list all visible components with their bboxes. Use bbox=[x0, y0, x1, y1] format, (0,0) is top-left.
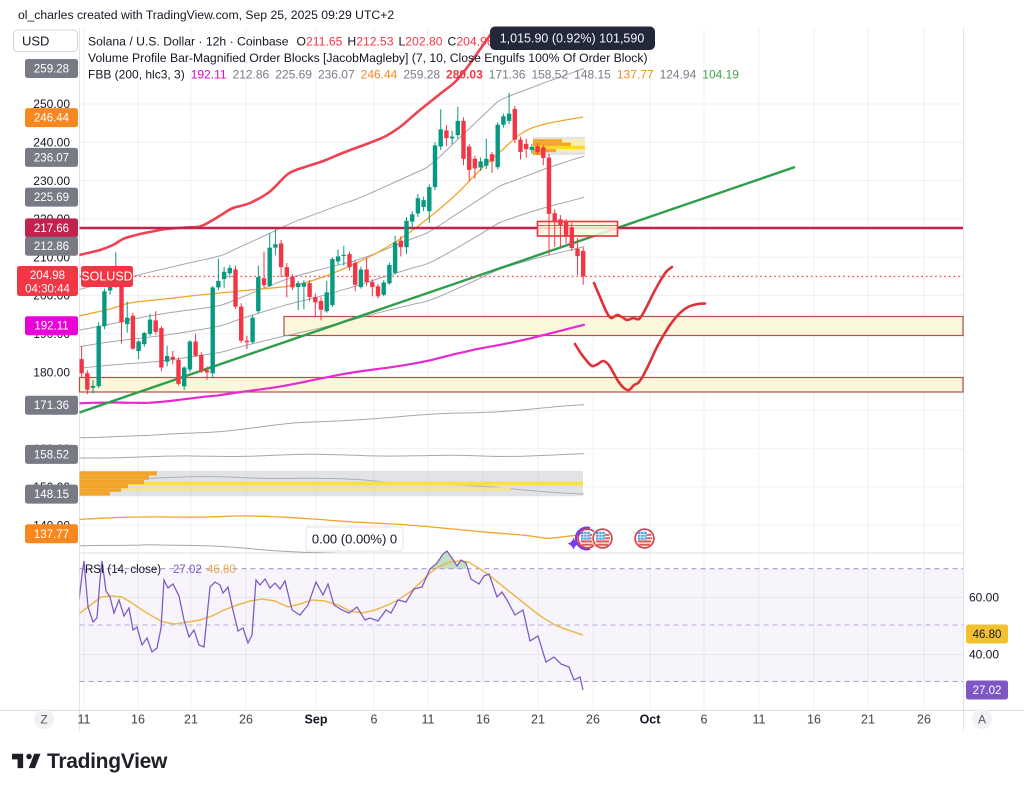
svg-text:0.00 (0.00%) 0: 0.00 (0.00%) 0 bbox=[312, 532, 397, 547]
svg-text:04:30:44: 04:30:44 bbox=[25, 284, 70, 296]
svg-text:225.69: 225.69 bbox=[34, 192, 69, 204]
svg-text:212.86: 212.86 bbox=[34, 241, 69, 253]
svg-text:240.00: 240.00 bbox=[33, 136, 70, 150]
svg-text:46.80: 46.80 bbox=[207, 564, 236, 576]
svg-text:158.52: 158.52 bbox=[34, 449, 69, 461]
svg-text:11: 11 bbox=[753, 713, 766, 727]
svg-text:RSI (14, close): RSI (14, close) bbox=[85, 564, 161, 576]
svg-text:192.11: 192.11 bbox=[34, 321, 68, 333]
svg-text:204.98: 204.98 bbox=[30, 270, 65, 282]
svg-text:16: 16 bbox=[131, 713, 145, 727]
svg-text:250.00: 250.00 bbox=[33, 97, 70, 111]
svg-text:180.00: 180.00 bbox=[33, 365, 70, 379]
svg-text:27.02: 27.02 bbox=[973, 685, 1002, 697]
svg-text:46.80: 46.80 bbox=[973, 629, 1002, 641]
svg-text:ol_charles created with Tradin: ol_charles created with TradingView.com,… bbox=[18, 8, 394, 22]
svg-text:Sep: Sep bbox=[305, 713, 328, 727]
svg-text:230.00: 230.00 bbox=[33, 174, 70, 188]
svg-text:16: 16 bbox=[807, 713, 821, 727]
svg-text:Z: Z bbox=[40, 713, 47, 727]
svg-text:11: 11 bbox=[422, 713, 435, 727]
svg-text:6: 6 bbox=[701, 713, 708, 727]
svg-text:137.77: 137.77 bbox=[34, 529, 69, 541]
svg-text:Volume Profile Bar-Magnified O: Volume Profile Bar-Magnified Order Block… bbox=[88, 51, 648, 65]
svg-text:SOLUSD: SOLUSD bbox=[81, 270, 132, 284]
svg-text:21: 21 bbox=[531, 713, 545, 727]
svg-text:TradingView: TradingView bbox=[47, 750, 168, 773]
svg-text:16: 16 bbox=[476, 713, 490, 727]
svg-text:1,015.90 (0.92%) 101,590: 1,015.90 (0.92%) 101,590 bbox=[500, 32, 645, 46]
svg-text:6: 6 bbox=[371, 713, 378, 727]
svg-text:26: 26 bbox=[239, 713, 253, 727]
svg-text:246.44: 246.44 bbox=[34, 113, 70, 125]
svg-text:USD: USD bbox=[22, 34, 49, 49]
svg-text:26: 26 bbox=[917, 713, 931, 727]
svg-text:A: A bbox=[978, 713, 986, 727]
svg-text:11: 11 bbox=[78, 713, 91, 727]
svg-text:60.00: 60.00 bbox=[969, 591, 999, 605]
svg-text:Oct: Oct bbox=[640, 713, 662, 727]
svg-text:259.28: 259.28 bbox=[34, 64, 69, 76]
svg-text:148.15: 148.15 bbox=[34, 489, 69, 501]
svg-text:40.00: 40.00 bbox=[969, 648, 999, 662]
svg-text:26: 26 bbox=[586, 713, 600, 727]
svg-text:217.66: 217.66 bbox=[34, 223, 69, 235]
svg-text:21: 21 bbox=[861, 713, 875, 727]
svg-text:171.36: 171.36 bbox=[34, 400, 69, 412]
svg-text:236.07: 236.07 bbox=[34, 152, 69, 164]
svg-text:27.02: 27.02 bbox=[173, 564, 202, 576]
svg-text:21: 21 bbox=[184, 713, 198, 727]
